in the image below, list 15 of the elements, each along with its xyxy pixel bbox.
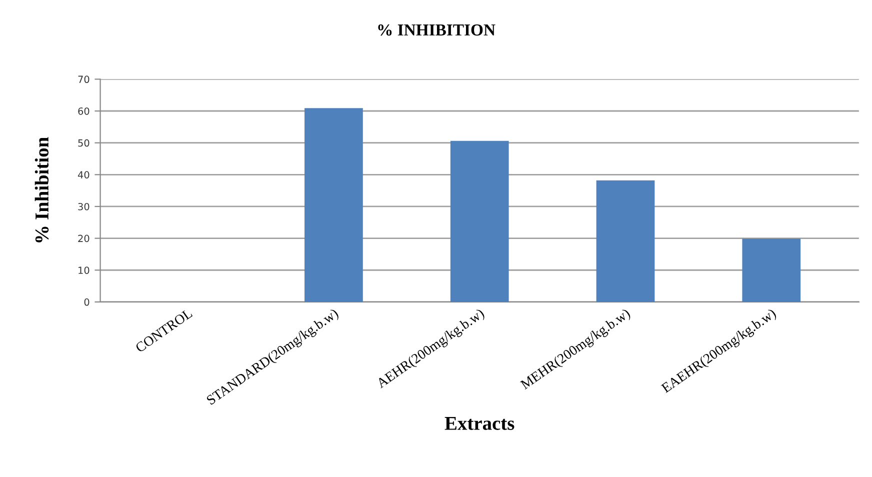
y-tick-label: 70 — [78, 76, 90, 84]
y-tick-label: 30 — [78, 202, 90, 210]
y-tick-label: 40 — [78, 171, 90, 178]
bar — [596, 180, 655, 302]
x-axis-title: Extracts — [444, 417, 514, 430]
y-tick-label: 50 — [78, 139, 90, 147]
y-tick-label: 20 — [78, 234, 90, 242]
bar — [450, 140, 509, 302]
chart-title: % INHIBITION — [378, 24, 496, 36]
bar — [304, 108, 363, 302]
y-tick-label: 0 — [84, 298, 90, 306]
bar — [742, 238, 801, 302]
y-tick-label: 60 — [78, 107, 90, 115]
y-tick-label: 10 — [78, 266, 90, 274]
y-axis-title: % Inhibition — [34, 137, 49, 242]
